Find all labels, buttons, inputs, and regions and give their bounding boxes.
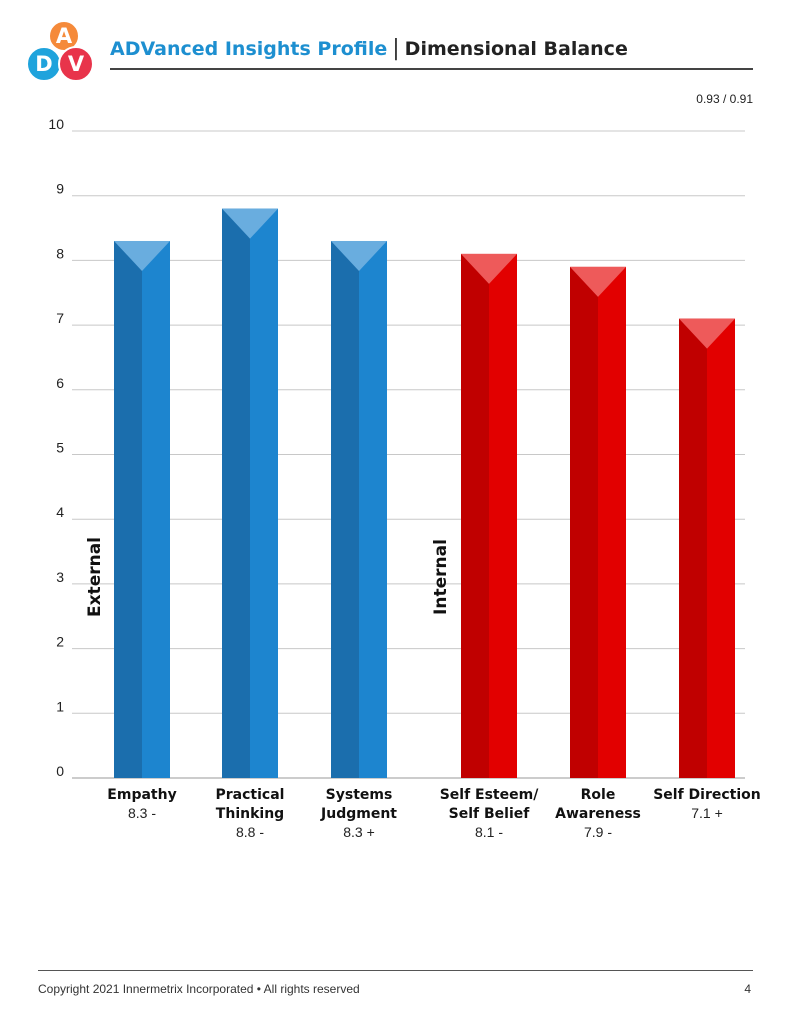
bar-score-label: 8.3 + <box>343 824 375 840</box>
y-tick-label: 9 <box>56 181 64 197</box>
bar-cap <box>331 240 387 271</box>
y-tick-label: 7 <box>56 310 64 326</box>
y-tick-label: 1 <box>56 698 64 714</box>
y-tick-label: 2 <box>56 634 64 650</box>
group-label: External <box>85 537 105 617</box>
copyright-text: Copyright 2021 Innermetrix Incorporated … <box>38 982 360 996</box>
bar-right-face <box>359 240 387 779</box>
bar-category-label: Thinking <box>216 806 284 822</box>
bar-category-label: Self Esteem/ <box>440 787 540 803</box>
bar-score-label: 8.1 - <box>475 824 503 840</box>
bar-right-face <box>489 253 517 778</box>
dimensional-balance-chart: 0 1 2 3 4 5 6 7 8 9 10 External Empathy 8.3 - Practica… <box>48 116 761 840</box>
bar-category-label: Empathy <box>107 787 176 803</box>
section-title: Dimensional Balance <box>404 37 628 60</box>
page-header: ADVanced Insights Profile | Dimensional … <box>110 36 628 61</box>
bar-right-face <box>707 318 735 778</box>
bar-left-face <box>114 240 142 779</box>
bar-score-label: 8.8 - <box>236 824 264 840</box>
bar-right-face <box>598 266 626 778</box>
bar-category-label: Judgment <box>320 806 397 822</box>
bar-cap <box>570 266 626 297</box>
bar-cap <box>114 240 170 271</box>
y-tick-label: 5 <box>56 440 64 456</box>
bar-score-label: 8.3 - <box>128 805 156 821</box>
group-label: Internal <box>431 539 451 615</box>
bar-cap <box>222 208 278 239</box>
bar-category-label: Systems <box>326 787 393 803</box>
y-tick-label: 3 <box>56 569 64 585</box>
report-title: ADVanced Insights Profile <box>110 37 388 60</box>
bar-right-face <box>142 240 170 779</box>
y-tick-label: 6 <box>56 375 64 391</box>
bar-left-face <box>679 318 707 778</box>
y-tick-label: 4 <box>56 504 64 520</box>
bar-cap <box>679 318 735 349</box>
logo-letter-d: D <box>26 46 62 82</box>
bar-cap <box>461 253 517 284</box>
y-tick-label: 0 <box>56 763 64 779</box>
bar-category-label: Awareness <box>555 806 641 822</box>
bar-score-label: 7.9 - <box>584 824 612 840</box>
y-tick-label: 10 <box>48 116 64 132</box>
bar-left-face <box>331 240 359 779</box>
bar-score-label: 7.1 + <box>691 805 723 821</box>
bar-category-label: Practical <box>216 787 285 803</box>
bar-left-face <box>461 253 489 778</box>
adv-logo: A D V <box>26 20 102 86</box>
footer-divider <box>38 970 753 971</box>
header-divider <box>110 68 753 70</box>
bar-category-label: Role <box>581 787 616 803</box>
score-ratio: 0.93 / 0.91 <box>696 92 753 106</box>
bar-left-face <box>570 266 598 778</box>
page-number: 4 <box>744 982 751 996</box>
logo-letter-v: V <box>58 46 94 82</box>
y-tick-label: 8 <box>56 245 64 261</box>
bar-category-label: Self Direction <box>653 787 761 803</box>
title-separator: | <box>392 36 400 61</box>
bar-category-label: Self Belief <box>449 806 531 822</box>
bar-right-face <box>250 208 278 778</box>
bar-left-face <box>222 208 250 778</box>
logo-letter-a: A <box>48 20 80 52</box>
